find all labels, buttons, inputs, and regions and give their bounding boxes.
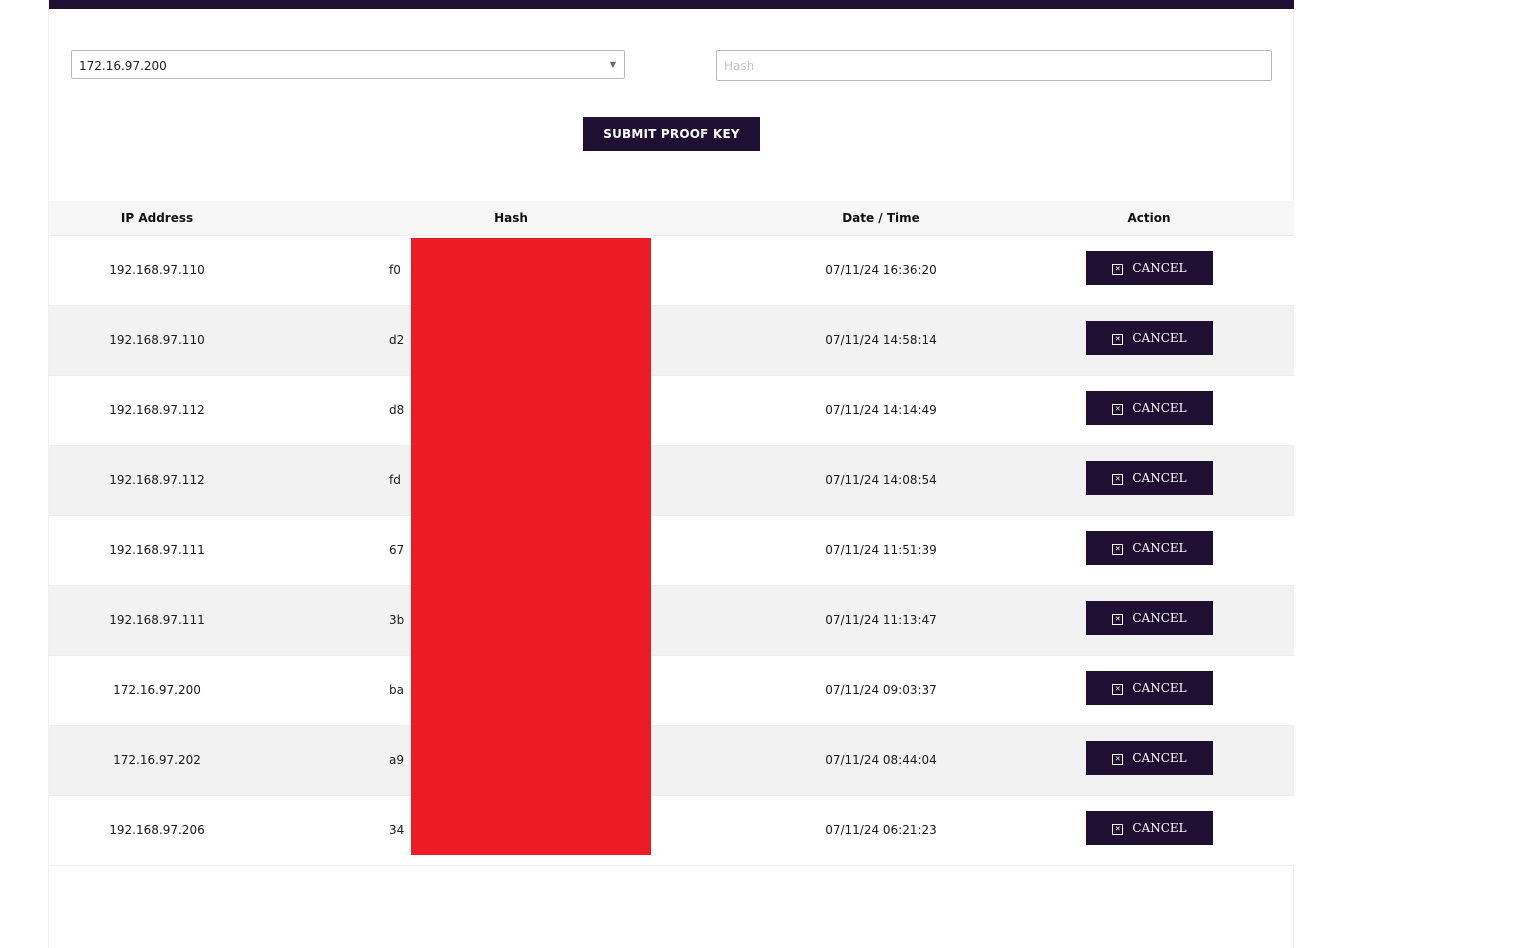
cell-ip-address: 192.168.97.111: [109, 613, 205, 627]
close-square-icon: ✕: [1112, 544, 1124, 555]
cancel-button-label: CANCEL: [1132, 331, 1187, 345]
cell-date-time: 07/11/24 11:13:47: [825, 613, 937, 627]
close-square-icon: ✕: [1112, 474, 1124, 485]
cell-date-time: 07/11/24 14:08:54: [825, 473, 937, 487]
header-action: Action: [1127, 211, 1171, 225]
ip-select[interactable]: 172.16.97.200 ▼: [71, 50, 625, 79]
cancel-button[interactable]: ✕ CANCEL: [1086, 531, 1213, 565]
top-bar: [49, 0, 1294, 9]
caret-down-icon: ▼: [609, 60, 616, 69]
cell-ip-address: 192.168.97.111: [109, 543, 205, 557]
close-square-icon: ✕: [1112, 404, 1124, 415]
table-row: 192.168.97.206 34 07/11/24 06:21:23 ✕ CANCEL: [49, 796, 1294, 866]
table-row: 192.168.97.111 67 07/11/24 11:51:39 ✕ CANCEL: [49, 516, 1294, 586]
cancel-button[interactable]: ✕ CANCEL: [1086, 251, 1213, 285]
cancel-button[interactable]: ✕ CANCEL: [1086, 601, 1213, 635]
proof-key-table: IP Address Hash Date / Time Action 192.1…: [49, 201, 1294, 866]
header-date-time: Date / Time: [842, 211, 920, 225]
cell-ip-address: 192.168.97.112: [109, 473, 205, 487]
cancel-button[interactable]: ✕ CANCEL: [1086, 321, 1213, 355]
cell-hash: d2: [389, 333, 405, 347]
cell-hash: 67: [389, 543, 405, 557]
table-row: 192.168.97.112 d8 07/11/24 14:14:49 ✕ CANCEL: [49, 376, 1294, 446]
cancel-button-label: CANCEL: [1132, 751, 1187, 765]
header-ip-address: IP Address: [120, 211, 194, 225]
table-row: 192.168.97.110 d2 07/11/24 14:58:14 ✕ CANCEL: [49, 306, 1294, 376]
cell-hash: f0: [389, 263, 401, 277]
cell-ip-address: 192.168.97.206: [109, 823, 205, 837]
cancel-button[interactable]: ✕ CANCEL: [1086, 811, 1213, 845]
cancel-button[interactable]: ✕ CANCEL: [1086, 671, 1213, 705]
close-square-icon: ✕: [1112, 824, 1124, 835]
cancel-button[interactable]: ✕ CANCEL: [1086, 461, 1213, 495]
cell-ip-address: 172.16.97.200: [113, 683, 201, 697]
cell-date-time: 07/11/24 09:03:37: [825, 683, 937, 697]
close-square-icon: ✕: [1112, 684, 1124, 695]
cell-hash: d8: [389, 403, 405, 417]
cell-ip-address: 192.168.97.112: [109, 403, 205, 417]
cell-ip-address: 192.168.97.110: [109, 333, 205, 347]
cell-hash: fd: [389, 473, 401, 487]
cancel-button[interactable]: ✕ CANCEL: [1086, 391, 1213, 425]
cancel-button-label: CANCEL: [1132, 261, 1187, 275]
redaction-block: [411, 238, 651, 855]
table-row: 192.168.97.111 3b 07/11/24 11:13:47 ✕ CANCEL: [49, 586, 1294, 656]
table-header: IP Address Hash Date / Time Action: [49, 201, 1294, 236]
table-body: 192.168.97.110 f0 07/11/24 16:36:20 ✕ CANCEL…: [49, 236, 1294, 866]
cell-date-time: 07/11/24 14:14:49: [825, 403, 937, 417]
cell-date-time: 07/11/24 14:58:14: [825, 333, 937, 347]
close-square-icon: ✕: [1112, 334, 1124, 345]
cancel-button-label: CANCEL: [1132, 821, 1187, 835]
cancel-button-label: CANCEL: [1132, 471, 1187, 485]
table-row: 172.16.97.200 ba 07/11/24 09:03:37 ✕ CANCEL: [49, 656, 1294, 726]
cell-date-time: 07/11/24 11:51:39: [825, 543, 937, 557]
ip-select-value: 172.16.97.200: [79, 59, 167, 73]
cell-hash: 3b: [389, 613, 405, 627]
cancel-button-label: CANCEL: [1132, 611, 1187, 625]
cell-date-time: 07/11/24 06:21:23: [825, 823, 937, 837]
cell-date-time: 07/11/24 16:36:20: [825, 263, 937, 277]
cell-ip-address: 172.16.97.202: [113, 753, 201, 767]
table-row: 172.16.97.202 a9 07/11/24 08:44:04 ✕ CANCEL: [49, 726, 1294, 796]
hash-input[interactable]: [716, 50, 1272, 81]
header-hash: Hash: [494, 211, 528, 225]
cancel-button-label: CANCEL: [1132, 401, 1187, 415]
cancel-button[interactable]: ✕ CANCEL: [1086, 741, 1213, 775]
main-panel: 172.16.97.200 ▼ SUBMIT PROOF KEY IP Addr…: [48, 0, 1294, 948]
submit-proof-key-button[interactable]: SUBMIT PROOF KEY: [583, 117, 760, 151]
table-row: 192.168.97.112 fd 07/11/24 14:08:54 ✕ CANCEL: [49, 446, 1294, 516]
table-row: 192.168.97.110 f0 07/11/24 16:36:20 ✕ CANCEL: [49, 236, 1294, 306]
cell-hash: a9: [389, 753, 404, 767]
cell-hash: 34: [389, 823, 405, 837]
cell-ip-address: 192.168.97.110: [109, 263, 205, 277]
cell-date-time: 07/11/24 08:44:04: [825, 753, 937, 767]
close-square-icon: ✕: [1112, 614, 1124, 625]
cell-hash: ba: [389, 683, 404, 697]
close-square-icon: ✕: [1112, 754, 1124, 765]
close-square-icon: ✕: [1112, 264, 1124, 275]
cancel-button-label: CANCEL: [1132, 541, 1187, 555]
cancel-button-label: CANCEL: [1132, 681, 1187, 695]
